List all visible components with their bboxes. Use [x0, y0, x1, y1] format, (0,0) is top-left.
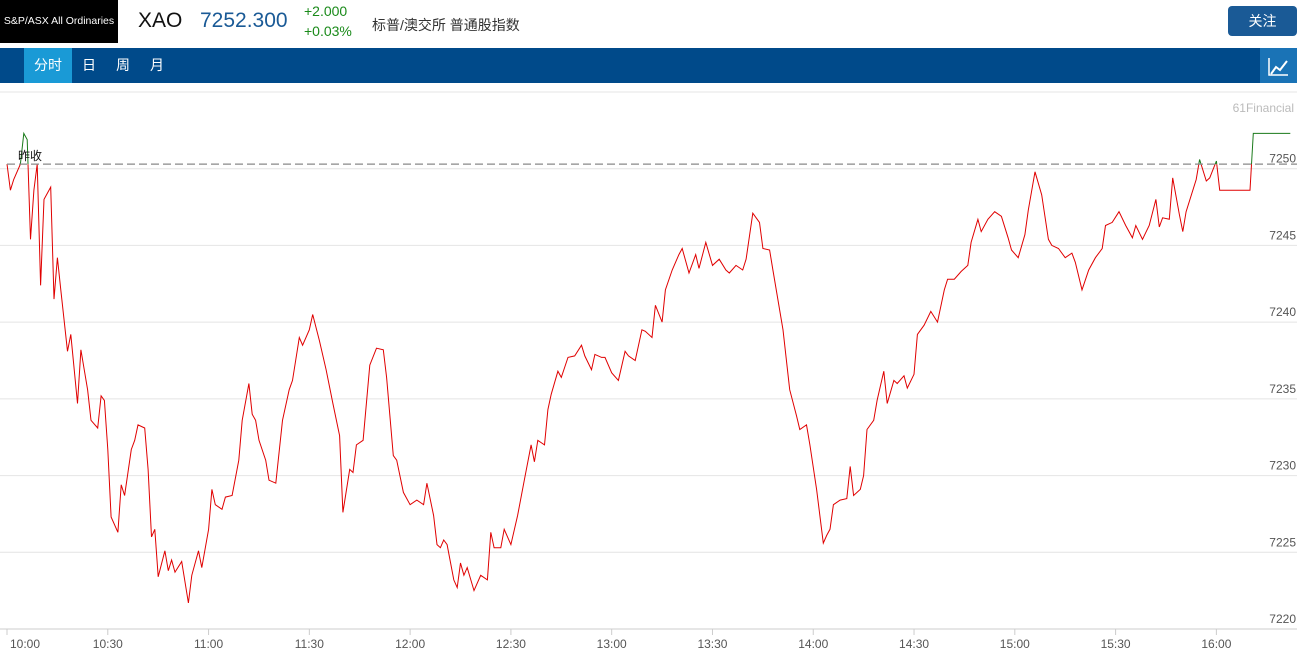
x-tick-label: 13:30	[697, 637, 727, 651]
y-tick-label: 7235	[1269, 382, 1296, 396]
chart-icon[interactable]	[1260, 48, 1297, 83]
x-tick-label: 11:30	[295, 637, 324, 651]
price: 7252.300	[200, 9, 288, 32]
y-tick-label: 7240	[1269, 305, 1296, 319]
index-name: S&P/ASX All Ordinaries	[0, 0, 118, 43]
tab[interactable]: 月	[150, 57, 164, 73]
x-tick-label: 14:00	[798, 637, 828, 651]
x-tick-label: 10:00	[10, 637, 40, 651]
y-tick-label: 7245	[1269, 228, 1296, 242]
tab[interactable]: 周	[116, 57, 130, 73]
prev-close-label: 昨收	[18, 149, 42, 163]
change: +2.000	[304, 3, 348, 19]
x-tick-label: 11:00	[194, 637, 223, 651]
watermark: 61Financial	[1233, 101, 1294, 115]
x-tick-label: 13:00	[597, 637, 627, 651]
change-pct: +0.03%	[304, 23, 352, 39]
y-tick-label: 7225	[1269, 535, 1296, 549]
x-tick-label: 15:00	[1000, 637, 1030, 651]
tab[interactable]: 日	[82, 57, 96, 73]
y-tick-label: 7230	[1269, 459, 1296, 473]
tab[interactable]: 分时	[24, 48, 72, 83]
y-tick-label: 7250	[1269, 152, 1296, 166]
price-line-down	[6, 164, 1253, 603]
header: S&P/ASX All Ordinaries XAO 7252.300 +2.0…	[0, 0, 1297, 44]
price-line-up	[6, 131, 1291, 165]
x-tick-label: 14:30	[899, 637, 929, 651]
x-tick-label: 15:30	[1101, 637, 1131, 651]
follow-button[interactable]: 关注	[1228, 6, 1297, 36]
symbol: XAO	[138, 9, 183, 32]
x-tick-label: 16:00	[1201, 637, 1231, 651]
x-tick-label: 12:30	[496, 637, 526, 651]
icon-line	[1270, 60, 1288, 75]
x-tick-label: 10:30	[93, 637, 123, 651]
tab-bar: 分时 日 周 月	[0, 48, 1297, 83]
chart-icon-glyph	[1268, 58, 1288, 76]
icon-axis	[1268, 58, 1288, 76]
description: 标普/澳交所 普通股指数	[372, 17, 520, 33]
x-tick-label: 12:00	[395, 637, 425, 651]
y-tick-label: 7220	[1269, 612, 1296, 626]
